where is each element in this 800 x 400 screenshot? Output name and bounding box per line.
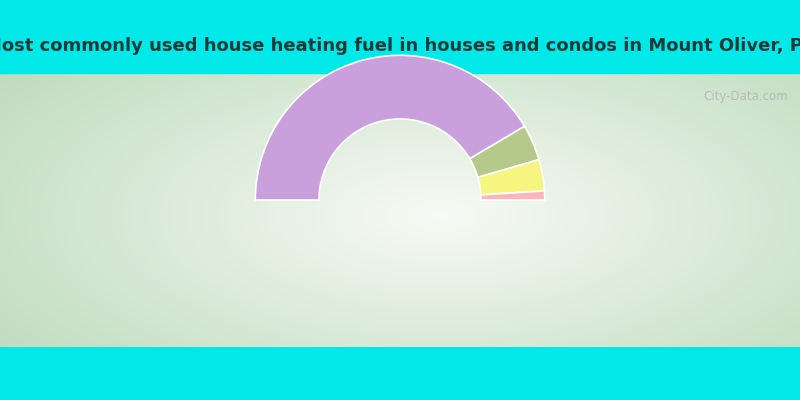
Bar	[0, 29, 800, 73]
Text: City-Data.com: City-Data.com	[703, 90, 788, 104]
Wedge shape	[478, 160, 545, 195]
Wedge shape	[255, 55, 525, 200]
Wedge shape	[470, 126, 539, 177]
Wedge shape	[481, 191, 545, 200]
Text: Most commonly used house heating fuel in houses and condos in Mount Oliver, PA: Most commonly used house heating fuel in…	[0, 37, 800, 55]
